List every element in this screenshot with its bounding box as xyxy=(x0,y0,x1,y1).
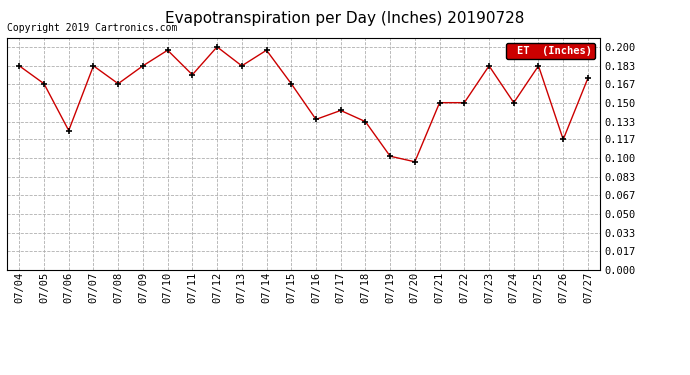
Legend: ET  (Inches): ET (Inches) xyxy=(506,43,595,59)
Text: Evapotranspiration per Day (Inches) 20190728: Evapotranspiration per Day (Inches) 2019… xyxy=(166,11,524,26)
Text: Copyright 2019 Cartronics.com: Copyright 2019 Cartronics.com xyxy=(7,23,177,33)
